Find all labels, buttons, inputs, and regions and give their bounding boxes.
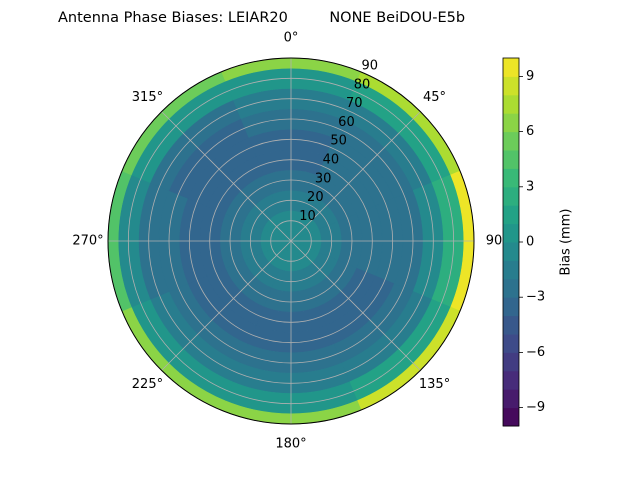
r-tick-label: 60	[338, 115, 355, 130]
angle-tick-label: 270°	[72, 234, 103, 249]
r-tick-label: 10	[299, 209, 316, 224]
colorbar-band	[503, 242, 519, 261]
colorbar-tick-label: 9	[526, 69, 534, 84]
colorbar-tick-label: −9	[526, 400, 545, 415]
angle-tick-label: 45°	[423, 90, 446, 105]
colorbar-band	[503, 76, 519, 96]
angular-grid-line	[290, 240, 421, 371]
colorbar-band	[503, 131, 519, 151]
polar-spine	[107, 57, 475, 425]
r-tick-label: 20	[307, 190, 324, 205]
angular-grid-line	[161, 111, 292, 242]
r-tick-label: 40	[323, 153, 340, 168]
colorbar-band	[503, 389, 519, 409]
r-tick-label: 30	[315, 171, 332, 186]
colorbar-tick-label: 6	[526, 124, 534, 139]
angle-tick-label: 225°	[132, 377, 163, 392]
colorbar-band	[503, 260, 519, 280]
angle-tick-label: 90	[486, 234, 503, 249]
colorbar-band	[503, 370, 519, 390]
angle-tick-label: 180°	[275, 437, 306, 452]
colorbar-label: Bias (mm)	[559, 209, 574, 276]
angular-grid-line	[161, 240, 292, 371]
colorbar-band	[503, 352, 519, 372]
r-tick-label: 50	[330, 134, 347, 149]
colorbar-band	[503, 94, 519, 114]
colorbar-band	[503, 168, 519, 188]
colorbar-band	[503, 205, 519, 225]
r-tick-label: 90	[362, 59, 379, 74]
colorbar-band	[503, 407, 519, 427]
angular-grid-line	[290, 111, 421, 242]
colorbar-band	[503, 278, 519, 298]
chart-title: Antenna Phase Biases: LEIAR20 NONE BeiDO…	[58, 10, 465, 26]
colorbar-tick-label: 0	[526, 235, 534, 250]
colorbar-band	[503, 113, 519, 133]
colorbar-band	[503, 223, 519, 243]
colorbar-band	[503, 334, 519, 353]
colorbar-band	[503, 150, 519, 169]
colorbar-tick-label: −3	[526, 290, 545, 305]
colorbar-band	[503, 297, 519, 317]
angle-tick-label: 135°	[419, 377, 450, 392]
colorbar-band	[503, 186, 519, 206]
angle-tick-label: 315°	[132, 90, 163, 105]
colorbar-tick-label: −6	[526, 345, 545, 360]
colorbar-band	[503, 58, 519, 77]
r-tick-label: 70	[346, 96, 363, 111]
r-tick-label: 80	[354, 77, 371, 92]
colorbar-band	[503, 315, 519, 335]
angle-tick-label: 0°	[284, 31, 299, 46]
colorbar-tick-label: 3	[526, 179, 534, 194]
